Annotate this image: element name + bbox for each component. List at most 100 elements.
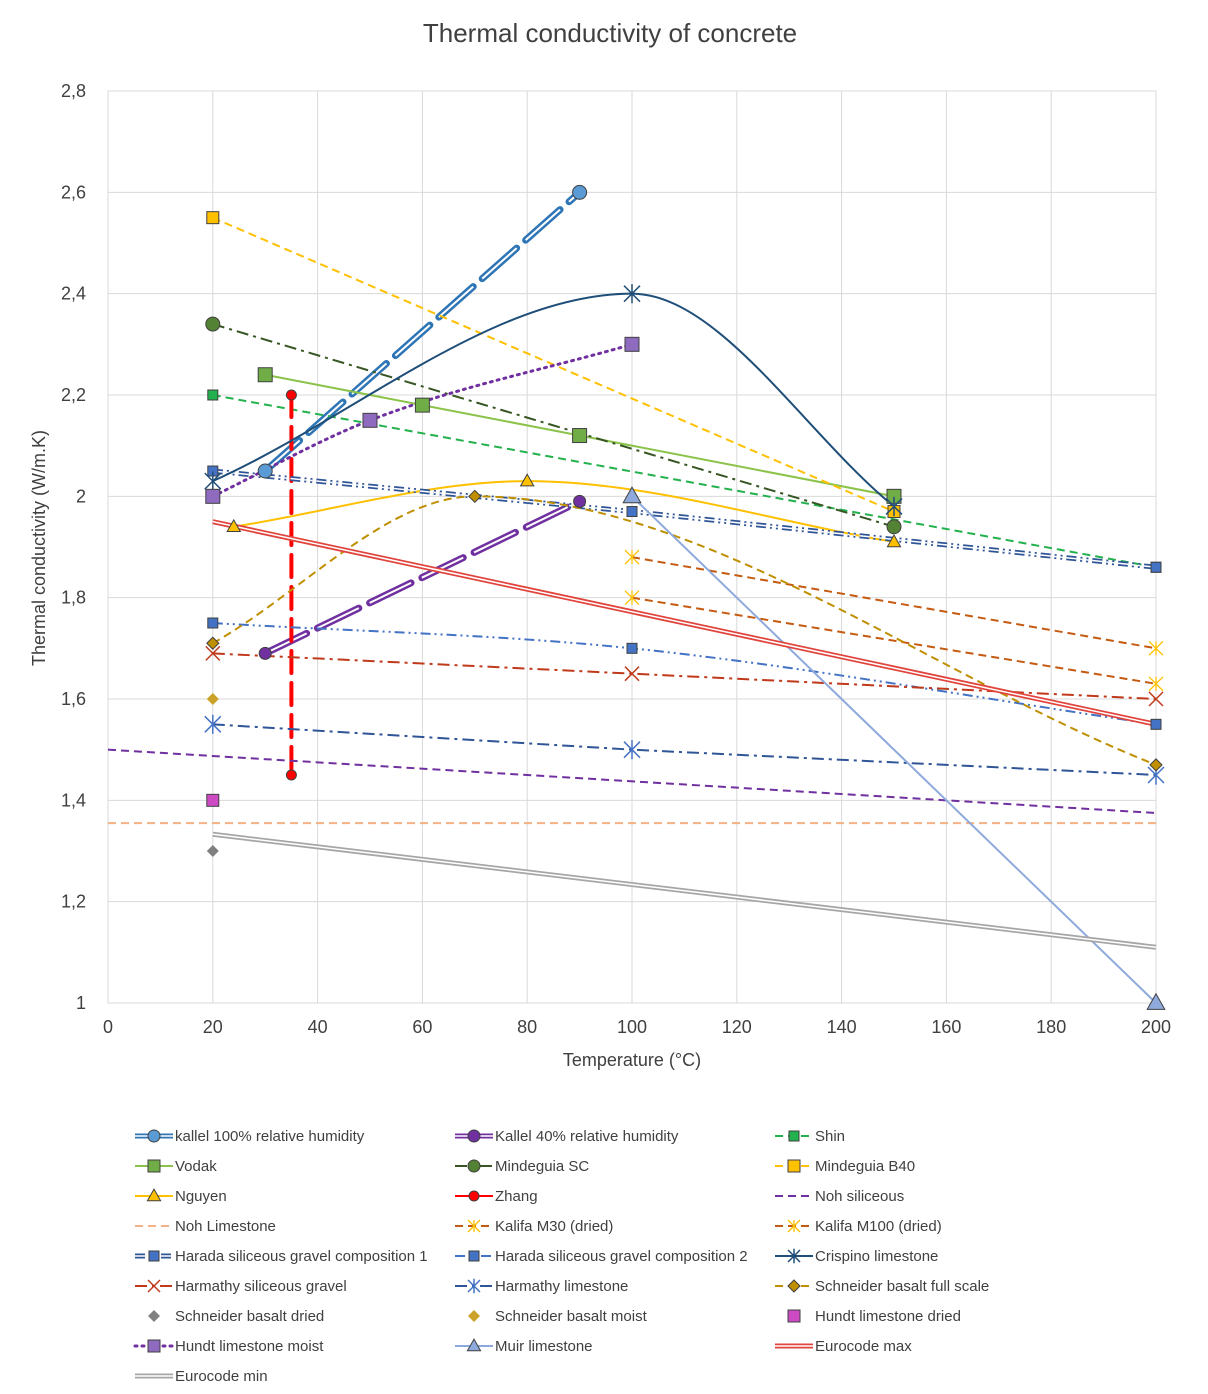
legend-item-eurocode-min: Eurocode min [135,1368,268,1385]
legend-item-kallel-100-relative-humidity: kallel 100% relative humidity [135,1128,365,1145]
data-point [206,845,219,857]
data-point [362,412,378,428]
series-eurocode-max [212,519,1157,727]
legend-item-nguyen: Nguyen [135,1188,227,1205]
data-point [206,636,220,650]
legend-item-kalifa-m30-dried: Kalifa M30 (dried) [455,1218,613,1235]
markers-nguyen [226,473,902,548]
legend-marker [468,1250,480,1262]
x-tick-label: 60 [412,1017,432,1037]
legend-item-zhang: Zhang [455,1188,538,1205]
data-point [1146,992,1166,1010]
data-point [624,590,640,606]
markers-hundt-limestone-dried [206,793,220,807]
y-tick-label: 1,8 [61,588,86,608]
series-line-vodak [265,373,895,498]
series-line-kalifa-m30-dried [631,556,1157,650]
markers-hundt-limestone-moist [205,336,640,504]
legend-marker [787,1159,801,1173]
legend-label: Kallel 40% relative humidity [495,1128,679,1145]
legend-marker [467,1219,481,1233]
x-tick-label: 0 [103,1017,113,1037]
data-point [1150,718,1162,730]
legend-label: Muir limestone [495,1338,593,1355]
legend-item-noh-siliceous: Noh siliceous [775,1188,904,1205]
legend-marker [787,1219,801,1233]
data-point [205,488,221,504]
data-point [204,714,222,734]
series-noh-siliceous [107,748,1157,814]
legend-marker [468,1190,480,1202]
series-line-hundt-limestone-moist [211,342,634,498]
x-tick-label: 140 [827,1017,857,1037]
legend: kallel 100% relative humidity Kallel 40% … [133,1128,989,1385]
legend-item-harada-siliceous-gravel-composition-2: Harada siliceous gravel composition 2 [455,1248,748,1265]
series-mindeguia-sc [212,323,895,528]
legend-item-mindeguia-sc: Mindeguia SC [455,1158,589,1175]
legend-label: Noh Limestone [175,1218,276,1235]
data-point [572,428,588,444]
data-point [205,645,221,661]
data-point [622,486,642,504]
data-point [206,793,220,807]
markers-schneider-basalt-moist [206,693,219,705]
legend-label: Eurocode max [815,1338,912,1355]
x-tick-label: 160 [931,1017,961,1037]
series-line-kalifa-m100-dried [631,596,1157,685]
legend-label: Noh siliceous [815,1188,904,1205]
data-point [468,489,482,504]
legend-marker [147,1279,161,1293]
data-point [623,284,641,304]
data-point [573,494,587,508]
series-kalifa-m100-dried [631,596,1157,685]
y-tick-label: 2,4 [61,284,86,304]
series-schneider-basalt-full-scale [212,495,1157,766]
marker-layer [204,184,1166,1010]
legend-label: Shin [815,1128,845,1145]
data-point [626,642,638,654]
legend-label: Crispino limestone [815,1248,938,1265]
legend-label: Harmathy siliceous gravel [175,1278,347,1295]
legend-label: Vodak [175,1158,217,1175]
legend-item-schneider-basalt-moist: Schneider basalt moist [468,1308,648,1325]
markers-muir-limestone [622,486,1166,1010]
legend-label: Nguyen [175,1188,227,1205]
markers-zhang [285,389,297,781]
legend-label: Schneider basalt dried [175,1308,324,1325]
legend-marker [787,1309,801,1323]
data-point [285,389,297,401]
legend-marker [467,1278,481,1294]
legend-marker [148,1310,160,1322]
data-point [206,693,219,705]
markers-harada-siliceous-gravel-composition-2 [207,617,1162,730]
legend-item-schneider-basalt-dried: Schneider basalt dried [148,1308,324,1325]
legend-label: Eurocode min [175,1368,268,1385]
legend-label: Kalifa M30 (dried) [495,1218,613,1235]
legend-marker [146,1188,162,1202]
legend-item-crispino-limestone: Crispino limestone [775,1248,938,1265]
markers-mindeguia-sc [205,316,902,535]
data-point [1148,691,1164,707]
y-tick-label: 2,8 [61,81,86,101]
legend-item-muir-limestone: Muir limestone [455,1338,593,1355]
data-point [204,471,222,491]
markers-schneider-basalt-full-scale [206,489,1163,772]
series-hundt-limestone-moist [211,342,634,498]
legend-marker [787,1279,801,1293]
markers-schneider-basalt-dried [206,845,219,857]
legend-marker [147,1339,161,1353]
legend-label: Mindeguia B40 [815,1158,915,1175]
legend-item-kallel-40-relative-humidity: Kallel 40% relative humidity [455,1128,679,1145]
data-point [257,463,273,479]
y-tick-label: 1,6 [61,689,86,709]
y-tick-label: 2 [76,486,86,506]
data-point [1150,561,1162,573]
data-point [258,646,272,660]
data-point [519,473,535,487]
series-line-eurocode-max-inner [212,520,1157,726]
data-point [885,496,903,517]
y-tick-label: 1,4 [61,790,86,810]
x-tick-label: 120 [722,1017,752,1037]
markers-vodak [257,367,902,504]
legend-label: Harmathy limestone [495,1278,628,1295]
